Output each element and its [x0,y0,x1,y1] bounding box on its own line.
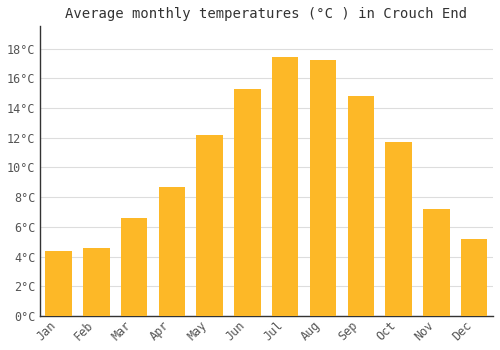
Bar [461,239,487,316]
Title: Average monthly temperatures (°C ) in Crouch End: Average monthly temperatures (°C ) in Cr… [66,7,468,21]
Bar [310,61,336,316]
Bar [83,248,110,316]
Bar [234,89,260,316]
Bar [423,209,450,316]
Bar [348,96,374,316]
Bar [196,135,223,316]
Bar [158,187,185,316]
Bar [121,218,148,316]
Bar [386,142,412,316]
Bar [272,57,298,316]
Bar [46,251,72,316]
